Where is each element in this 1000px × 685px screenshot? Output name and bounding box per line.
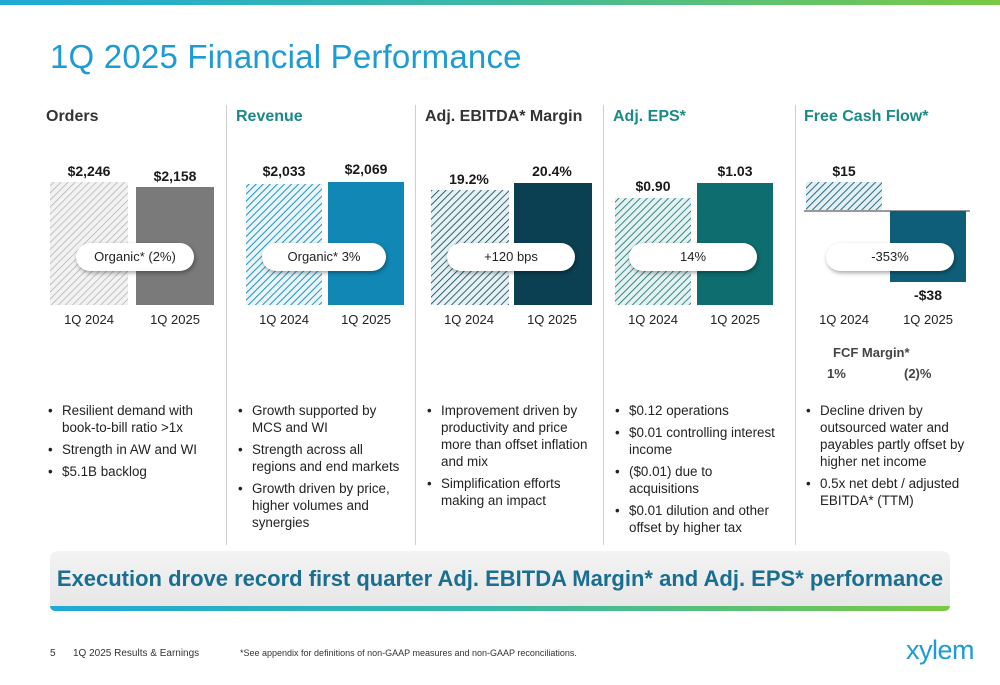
fcf-margin-label: FCF Margin*	[833, 345, 910, 360]
orders-bullets: Resilient demand with book-to-bill ratio…	[46, 402, 218, 485]
fcf-value-1q2025: -$38	[913, 287, 943, 303]
fcf-panel: Free Cash Flow* $15 -$38 -353% 1Q 2024 1…	[796, 105, 984, 545]
orders-value-1q2025: $2,158	[153, 168, 197, 184]
page-number: 5	[50, 648, 56, 659]
list-item: Improvement driven by productivity and p…	[425, 402, 597, 470]
revenue-value-1q2024: $2,033	[262, 163, 306, 179]
fcf-chart: $15 -$38 -353% 1Q 2024 1Q 2025	[796, 155, 984, 375]
eps-panel: Adj. EPS* $0.90 $1.03 14% 1Q 2024 1Q 202…	[605, 105, 793, 545]
list-item: $0.01 controlling interest income	[613, 424, 785, 458]
list-item: Decline driven by outsourced water and p…	[804, 402, 976, 470]
list-item: $0.01 dilution and other offset by highe…	[613, 502, 785, 536]
eps-value-1q2024: $0.90	[635, 178, 671, 194]
revenue-value-1q2025: $2,069	[344, 161, 388, 177]
revenue-panel: Revenue $2,033 $2,069 Organic* 3% 1Q 202…	[228, 105, 416, 545]
fcf-bullets: Decline driven by outsourced water and p…	[804, 402, 976, 514]
page-title: 1Q 2025 Financial Performance	[50, 38, 522, 75]
eps-cat-1q2024: 1Q 2024	[628, 312, 678, 327]
fcf-margin-1q2024: 1%	[827, 366, 846, 381]
ebitda-bullets: Improvement driven by productivity and p…	[425, 402, 597, 514]
banner-gradient-line	[50, 606, 950, 611]
list-item: Strength across all regions and end mark…	[236, 441, 408, 475]
ebitda-change-pill: +120 bps	[447, 243, 575, 271]
list-item: Resilient demand with book-to-bill ratio…	[46, 402, 218, 436]
orders-cat-1q2024: 1Q 2024	[64, 312, 114, 327]
orders-value-1q2024: $2,246	[67, 163, 111, 179]
eps-bullets: $0.12 operations $0.01 controlling inter…	[613, 402, 785, 541]
column-divider	[415, 105, 416, 545]
ebitda-cat-1q2025: 1Q 2025	[527, 312, 577, 327]
ebitda-value-1q2025: 20.4%	[532, 163, 572, 179]
fcf-change-pill: -353%	[826, 243, 954, 271]
eps-value-1q2025: $1.03	[717, 163, 753, 179]
revenue-organic-pill: Organic* 3%	[262, 243, 386, 271]
list-item: Growth supported by MCS and WI	[236, 402, 408, 436]
eps-chart: $0.90 $1.03 14% 1Q 2024 1Q 2025	[605, 155, 793, 375]
column-divider	[603, 105, 604, 545]
revenue-chart: $2,033 $2,069 Organic* 3% 1Q 2024 1Q 202…	[228, 155, 416, 375]
list-item: Simplification efforts making an impact	[425, 475, 597, 509]
list-item: $0.12 operations	[613, 402, 785, 419]
list-item: ($0.01) due to acquisitions	[613, 463, 785, 497]
column-divider	[226, 105, 227, 545]
orders-organic-pill: Organic* (2%)	[76, 243, 194, 271]
orders-chart: $2,246 $2,158 Organic* (2%) 1Q 2024 1Q 2…	[38, 155, 226, 375]
list-item: Growth driven by price, higher volumes a…	[236, 480, 408, 531]
fcf-bar-1q2024	[806, 182, 882, 210]
summary-banner-text: Execution drove record first quarter Adj…	[56, 566, 944, 591]
footnote: *See appendix for definitions of non-GAA…	[240, 648, 577, 658]
eps-cat-1q2025: 1Q 2025	[710, 312, 760, 327]
eps-title: Adj. EPS*	[613, 108, 686, 125]
orders-cat-1q2025: 1Q 2025	[150, 312, 200, 327]
fcf-margin-1q2025: (2)%	[904, 366, 932, 381]
fcf-cat-1q2025: 1Q 2025	[903, 312, 953, 327]
list-item: $5.1B backlog	[46, 463, 218, 480]
ebitda-panel: Adj. EBITDA* Margin 19.2% 20.4% +120 bps…	[417, 105, 605, 545]
revenue-title: Revenue	[236, 108, 303, 125]
ebitda-chart: 19.2% 20.4% +120 bps 1Q 2024 1Q 2025	[417, 155, 605, 375]
ebitda-title: Adj. EBITDA* Margin	[425, 108, 583, 125]
list-item: 0.5x net debt / adjusted EBITDA* (TTM)	[804, 475, 976, 509]
xylem-logo: xylem	[906, 635, 975, 665]
revenue-cat-1q2024: 1Q 2024	[259, 312, 309, 327]
eps-growth-pill: 14%	[629, 243, 757, 271]
deck-title: 1Q 2025 Results & Earnings	[73, 648, 200, 659]
revenue-cat-1q2025: 1Q 2025	[341, 312, 391, 327]
ebitda-cat-1q2024: 1Q 2024	[444, 312, 494, 327]
fcf-value-1q2024: $15	[832, 163, 856, 179]
top-gradient-bar	[0, 0, 1000, 5]
summary-banner	[50, 551, 950, 611]
fcf-cat-1q2024: 1Q 2024	[819, 312, 869, 327]
fcf-title: Free Cash Flow*	[804, 108, 929, 125]
orders-panel: Orders $2,246 $2,158 Organic* (2%) 1Q 20…	[38, 105, 226, 545]
ebitda-value-1q2024: 19.2%	[449, 171, 489, 187]
orders-title: Orders	[46, 108, 99, 125]
revenue-bullets: Growth supported by MCS and WI Strength …	[236, 402, 408, 536]
column-divider	[795, 105, 796, 545]
list-item: Strength in AW and WI	[46, 441, 218, 458]
